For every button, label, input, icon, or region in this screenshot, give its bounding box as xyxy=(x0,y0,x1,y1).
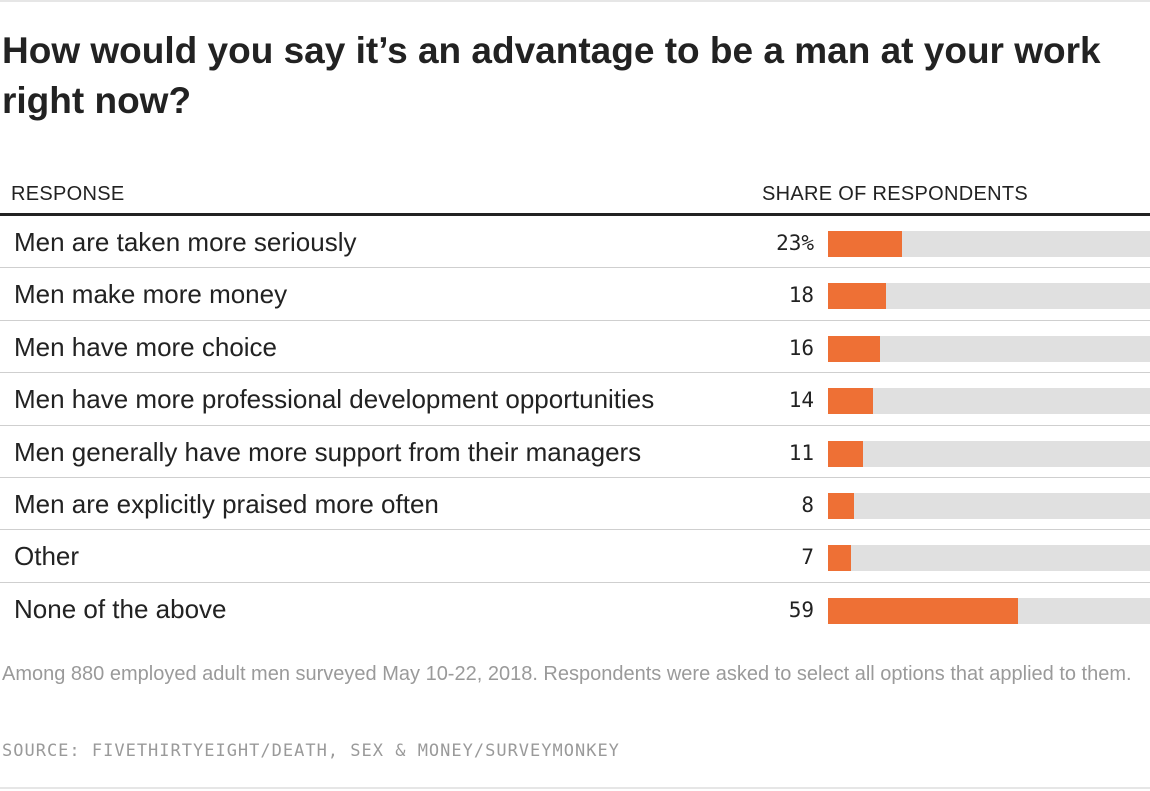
row-label: Men make more money xyxy=(14,279,288,310)
row-divider xyxy=(0,319,1150,321)
bar-track xyxy=(828,388,1150,415)
table-row: Men generally have more support from the… xyxy=(0,426,1150,478)
row-label: Other xyxy=(14,541,80,572)
bar-track xyxy=(828,231,1150,257)
bar-track xyxy=(828,597,1150,624)
bar xyxy=(828,440,864,467)
row-label: Men generally have more support from the… xyxy=(14,436,642,467)
bar xyxy=(828,283,886,310)
bar-track xyxy=(828,492,1150,519)
row-value: 7 xyxy=(801,545,814,570)
bar xyxy=(828,335,880,362)
row-value: 18 xyxy=(788,283,814,308)
row-label: Men are taken more seriously xyxy=(14,227,357,257)
header-divider xyxy=(0,213,1150,216)
bar xyxy=(828,597,1018,624)
source-credit: SOURCE: FIVETHIRTYEIGHT/DEATH, SEX & MON… xyxy=(2,741,620,761)
footnote: Among 880 employed adult men surveyed Ma… xyxy=(2,663,1132,685)
bottom-divider xyxy=(0,787,1150,789)
top-divider xyxy=(0,0,1150,2)
table-row: Men have more choice 16 xyxy=(0,321,1150,374)
bar-track xyxy=(828,545,1150,572)
row-divider xyxy=(0,529,1150,531)
table-row: Men have more professional development o… xyxy=(0,373,1150,426)
bar xyxy=(828,231,903,257)
row-divider xyxy=(0,476,1150,478)
row-value: 59 xyxy=(788,597,814,622)
table-row: Men are taken more seriously 23% xyxy=(0,216,1150,269)
table-row: Men are explicitly praised more often 8 xyxy=(0,478,1150,531)
bar-table: Men are taken more seriously 23% Men make … xyxy=(0,216,1150,635)
column-header-share: SHARE OF RESPONDENTS xyxy=(762,183,1029,205)
bar xyxy=(828,388,874,415)
row-label: Men have more professional development o… xyxy=(14,384,655,415)
row-label: None of the above xyxy=(14,593,227,624)
table-row: None of the above 59 xyxy=(0,583,1150,635)
bar-track xyxy=(828,440,1150,467)
row-divider xyxy=(0,267,1150,269)
bar xyxy=(828,492,854,519)
chart-title: How would you say it’s an advantage to b… xyxy=(2,30,1101,121)
column-header-response: RESPONSE xyxy=(11,183,125,205)
table-row: Men make more money 18 xyxy=(0,268,1150,321)
row-divider xyxy=(0,581,1150,583)
row-value: 8 xyxy=(801,492,814,517)
bar xyxy=(828,545,851,572)
row-label: Men are explicitly praised more often xyxy=(14,488,439,519)
row-divider xyxy=(0,424,1150,426)
row-value: 14 xyxy=(788,388,814,413)
table-row: Other 7 xyxy=(0,530,1150,583)
bar-track xyxy=(828,335,1150,362)
row-value: 16 xyxy=(788,335,814,360)
row-value: 11 xyxy=(788,440,814,465)
row-label: Men have more choice xyxy=(14,331,278,362)
row-divider xyxy=(0,372,1150,374)
bar-track xyxy=(828,283,1150,310)
row-value: 23% xyxy=(776,231,814,255)
